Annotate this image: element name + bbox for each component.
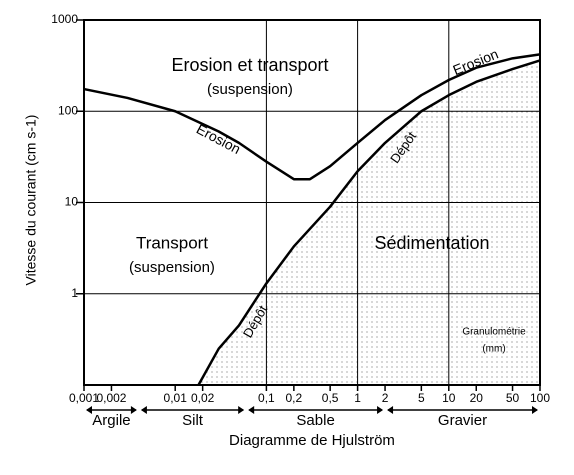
y-tick-label: 100: [58, 103, 78, 117]
x-tick-label: 50: [506, 391, 520, 405]
y-tick-label: 10: [65, 195, 79, 209]
x-tick-label: 1: [354, 391, 361, 405]
arrow-head: [86, 406, 137, 414]
class-label: Argile: [92, 412, 130, 429]
x-tick-label: 0,01: [164, 391, 188, 405]
x-tick-label: 5: [418, 391, 425, 405]
class-label: Gravier: [438, 412, 487, 429]
annotation: Erosion et transport: [171, 55, 328, 75]
x-tick-label: 0,2: [286, 391, 303, 405]
annotation: Granulométrie: [462, 327, 526, 338]
x-tick-label: 100: [530, 391, 550, 405]
annotation: Erosion: [451, 45, 501, 78]
annotation: (suspension): [129, 259, 215, 276]
curve: [83, 53, 541, 181]
sediment-area: [198, 60, 541, 385]
plot-frame: [83, 19, 541, 386]
x-tick-label: 0,02: [191, 391, 215, 405]
annotation: (mm): [482, 344, 505, 355]
x-tick-label: 2: [382, 391, 389, 405]
curve: [197, 59, 541, 386]
x-tick-label: 0,002: [96, 391, 126, 405]
y-tick-label: 1: [71, 286, 78, 300]
x-tick-label: 0,5: [322, 391, 339, 405]
annotation: Sédimentation: [374, 233, 489, 253]
class-label: Silt: [182, 412, 204, 429]
class-label: Sable: [296, 412, 334, 429]
y-axis-label: Vitesse du courant (cm s-1): [23, 115, 39, 286]
annotation: Transport: [136, 233, 208, 252]
x-tick-label: 0,1: [258, 391, 275, 405]
annotation: (suspension): [207, 81, 293, 98]
x-axis-label: Diagramme de Hjulström: [229, 432, 395, 449]
x-tick-label: 0,001: [69, 391, 99, 405]
x-tick-label: 20: [470, 391, 484, 405]
x-tick-label: 10: [442, 391, 456, 405]
annotation: Erosion: [194, 121, 243, 157]
y-tick-label: 1000: [51, 12, 78, 26]
